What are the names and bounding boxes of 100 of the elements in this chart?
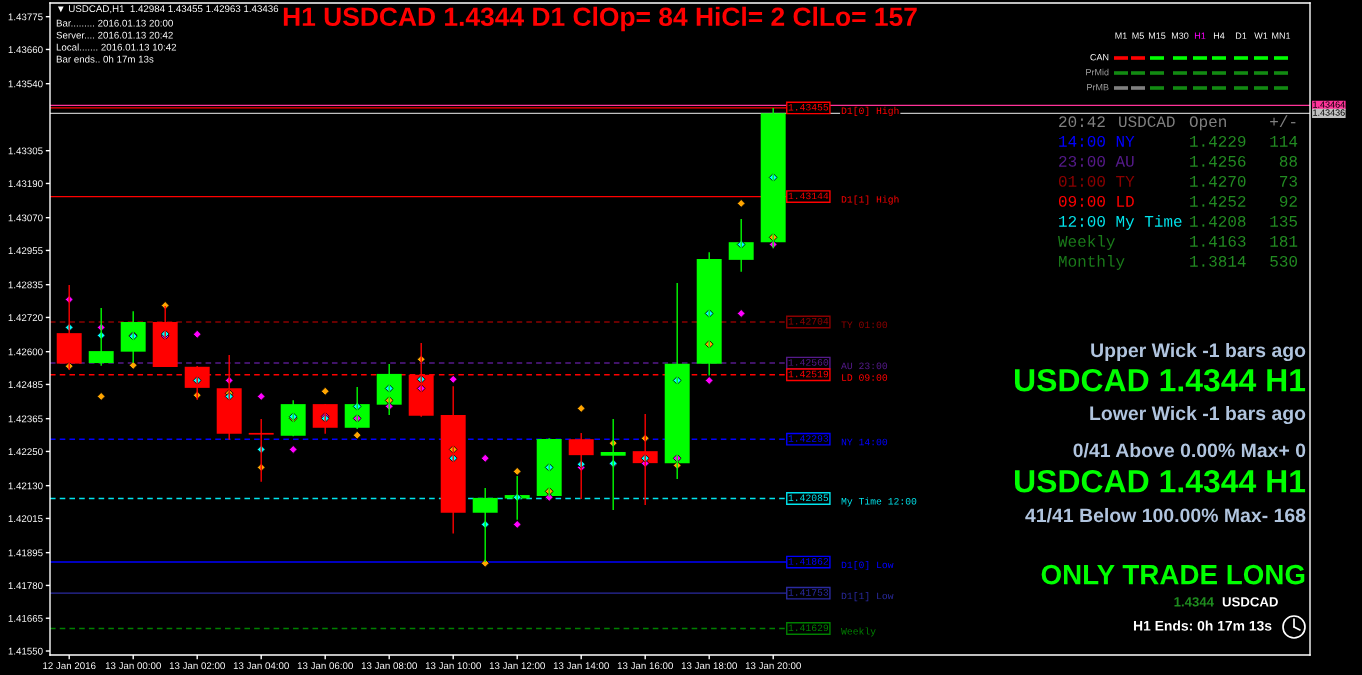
x-tick-label: 13 Jan 20:00 [745,662,801,670]
text: USDCAD 1.4344 H1 [1014,469,1306,493]
chart-title: H1 USDCAD 1.4344 D1 ClOp= 84 HiCl= 2 ClLo= 157 [283,6,917,32]
text: D1[1] High [841,195,899,205]
y-tick-label: 1.41780 [8,582,43,590]
y-tick-label: 1.41895 [8,549,43,557]
text: CAN [1090,54,1109,61]
text: 1.4256 [1190,155,1246,167]
y-tick-label: 1.43070 [8,214,43,222]
text: TY 01:00 [841,321,888,329]
text: NY 14:00 [841,438,888,446]
y-tick-label: 1.42250 [8,448,43,456]
ref-line-label: 1.43455 [788,103,829,111]
text: AU 23:00 [841,362,888,370]
x-tick-label: 13 Jan 16:00 [617,662,673,670]
text: 1.4208 [1190,215,1246,227]
text: 1.4270 [1190,175,1246,187]
y-tick-label: 1.43190 [8,180,43,188]
ref-line-label: 1.42293 [788,435,829,442]
y-tick-label: 1.41550 [8,647,43,655]
y-tick-label: 1.42600 [8,348,43,356]
text: W1 [1254,32,1268,39]
text: 14:00 NY [1059,135,1135,147]
text: Lower Wick -1 bars ago [1090,405,1306,425]
y-tick-label: 1.42955 [8,247,43,255]
text: 20:42 [1059,116,1105,128]
text: D1 [1235,32,1247,39]
ref-line-label: 1.43464 [1313,101,1345,108]
annotation: ▼ USDCAD,H1 1.42984 1.43455 1.42963 1.43436 [57,5,279,14]
ref-line-label: 1.42085 [788,494,829,502]
x-tick-label: 13 Jan 12:00 [489,662,545,670]
y-tick-label: 1.41665 [8,614,43,622]
text: 1.4229 [1190,135,1246,147]
text: Open [1189,116,1226,131]
y-tick-label: 1.42365 [8,415,43,423]
ref-line-label: 1.41629 [788,624,829,632]
text: 23:00 AU [1059,155,1134,167]
text: M5 [1132,32,1144,39]
text: 114 [1270,136,1298,147]
text: ONLY TRADE LONG [1041,564,1305,585]
text: My Time 12:00 [841,497,917,507]
text: +/- [1270,115,1296,128]
x-tick-label: 12 Jan 2016 [43,662,96,670]
text: 92 [1279,195,1297,207]
text: D1[1] Low [841,592,894,602]
text: 135 [1270,215,1297,227]
x-tick-label: 13 Jan 06:00 [297,662,353,670]
y-tick-label: 1.43775 [8,13,43,21]
y-tick-label: 1.43540 [8,80,43,88]
text: H1 [1194,32,1206,39]
ref-line-label: 1.41862 [788,558,829,565]
text: USDCAD 1.4344 H1 [1014,368,1306,392]
x-tick-label: 13 Jan 14:00 [553,662,609,670]
y-tick-label: 1.42015 [8,515,43,523]
x-tick-label: 13 Jan 08:00 [361,662,417,670]
text: 09:00 LD [1058,195,1134,207]
text: 01:00 TY [1058,175,1135,187]
text: Monthly [1059,255,1125,270]
x-tick-label: 13 Jan 18:00 [681,662,737,670]
text: USDCAD [1222,597,1278,607]
text: D1[0] Low [841,561,894,571]
text: 181 [1270,235,1298,247]
text: MN1 [1272,32,1291,39]
text: 73 [1280,175,1297,187]
text: 530 [1270,255,1298,267]
x-tick-label: 13 Jan 04:00 [233,662,289,670]
text: LD 09:00 [842,374,888,381]
text: 41/41 Below 100.00% Max- 168 [1025,507,1306,523]
y-tick-label: 1.43305 [8,147,43,155]
text: H4 [1213,32,1225,39]
y-tick-label: 1.42485 [8,381,43,389]
text: 1.4163 [1190,235,1246,247]
text: 1.3814 [1190,255,1246,267]
annotation: Local....... 2016.01.13 10:42 [56,43,177,51]
text: PrMid [1086,68,1109,76]
annotation: Bar......... 2016.01.13 20:00 [56,19,173,27]
text: H1 Ends: 0h 17m 13s [1133,620,1272,631]
text: PrMB [1087,84,1109,91]
text: M1 [1115,32,1127,39]
text: 1.4252 [1190,195,1246,207]
text: 12:00 My Time [1059,215,1182,230]
ref-line-label: 1.42704 [788,318,829,325]
y-tick-label: 1.42130 [8,482,43,490]
ref-line-label: 1.42560 [788,359,829,366]
ref-line-label: 1.42519 [788,370,829,378]
text: 0/41 Above 0.00% Max+ 0 [1073,442,1306,458]
text: D1[0] High [841,106,899,116]
y-tick-label: 1.42835 [8,281,43,289]
x-tick-label: 13 Jan 00:00 [105,662,161,670]
text: M15 [1148,32,1166,39]
text: Upper Wick -1 bars ago [1091,342,1306,362]
annotation: Server.... 2016.01.13 20:42 [56,31,173,39]
annotation: Bar ends.. 0h 17m 13s [56,55,154,63]
y-tick-label: 1.43660 [8,46,43,54]
ref-line-label: 1.41753 [788,589,829,596]
ref-line-label: 1.43144 [788,192,829,200]
y-tick-label: 1.42720 [8,314,43,322]
text: 1.4344 [1174,597,1214,607]
x-tick-label: 13 Jan 10:00 [425,662,481,670]
text: USDCAD [1119,116,1175,128]
